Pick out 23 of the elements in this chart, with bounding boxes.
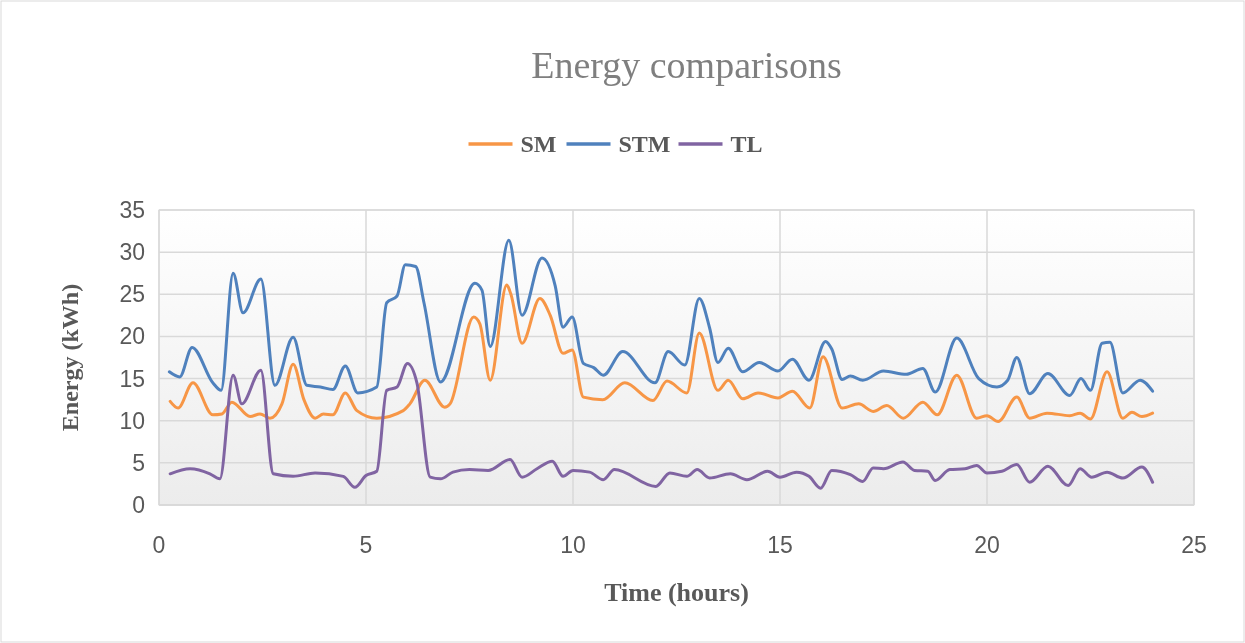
y-tick-label: 25 [119,281,145,308]
y-tick-label: 0 [132,492,145,518]
x-tick-label: 5 [359,532,373,558]
x-tick-label: 25 [1181,532,1207,558]
y-tick-label: 35 [119,197,145,223]
y-tick-label: 15 [119,365,145,392]
x-tick-label: 0 [152,532,166,558]
line-series [168,361,1155,490]
legend-label: SM [520,131,557,157]
y-tick-label: 10 [119,407,145,434]
line-series [168,283,1155,424]
x-tick-label: 10 [560,532,586,558]
y-tick-label: 5 [132,449,145,476]
x-tick-label: 20 [974,532,1000,558]
y-tick-label: 30 [119,239,145,266]
legend-label: STM [618,131,671,157]
x-axis-title: Time (hours) [604,578,749,607]
y-tick-label: 20 [119,323,145,350]
legend-label: TL [730,131,763,157]
chart-title: Energy comparisons [531,44,842,86]
y-axis-title: Energy (kWh) [57,283,83,432]
x-tick-label: 15 [767,532,793,558]
line-series [167,238,1155,397]
